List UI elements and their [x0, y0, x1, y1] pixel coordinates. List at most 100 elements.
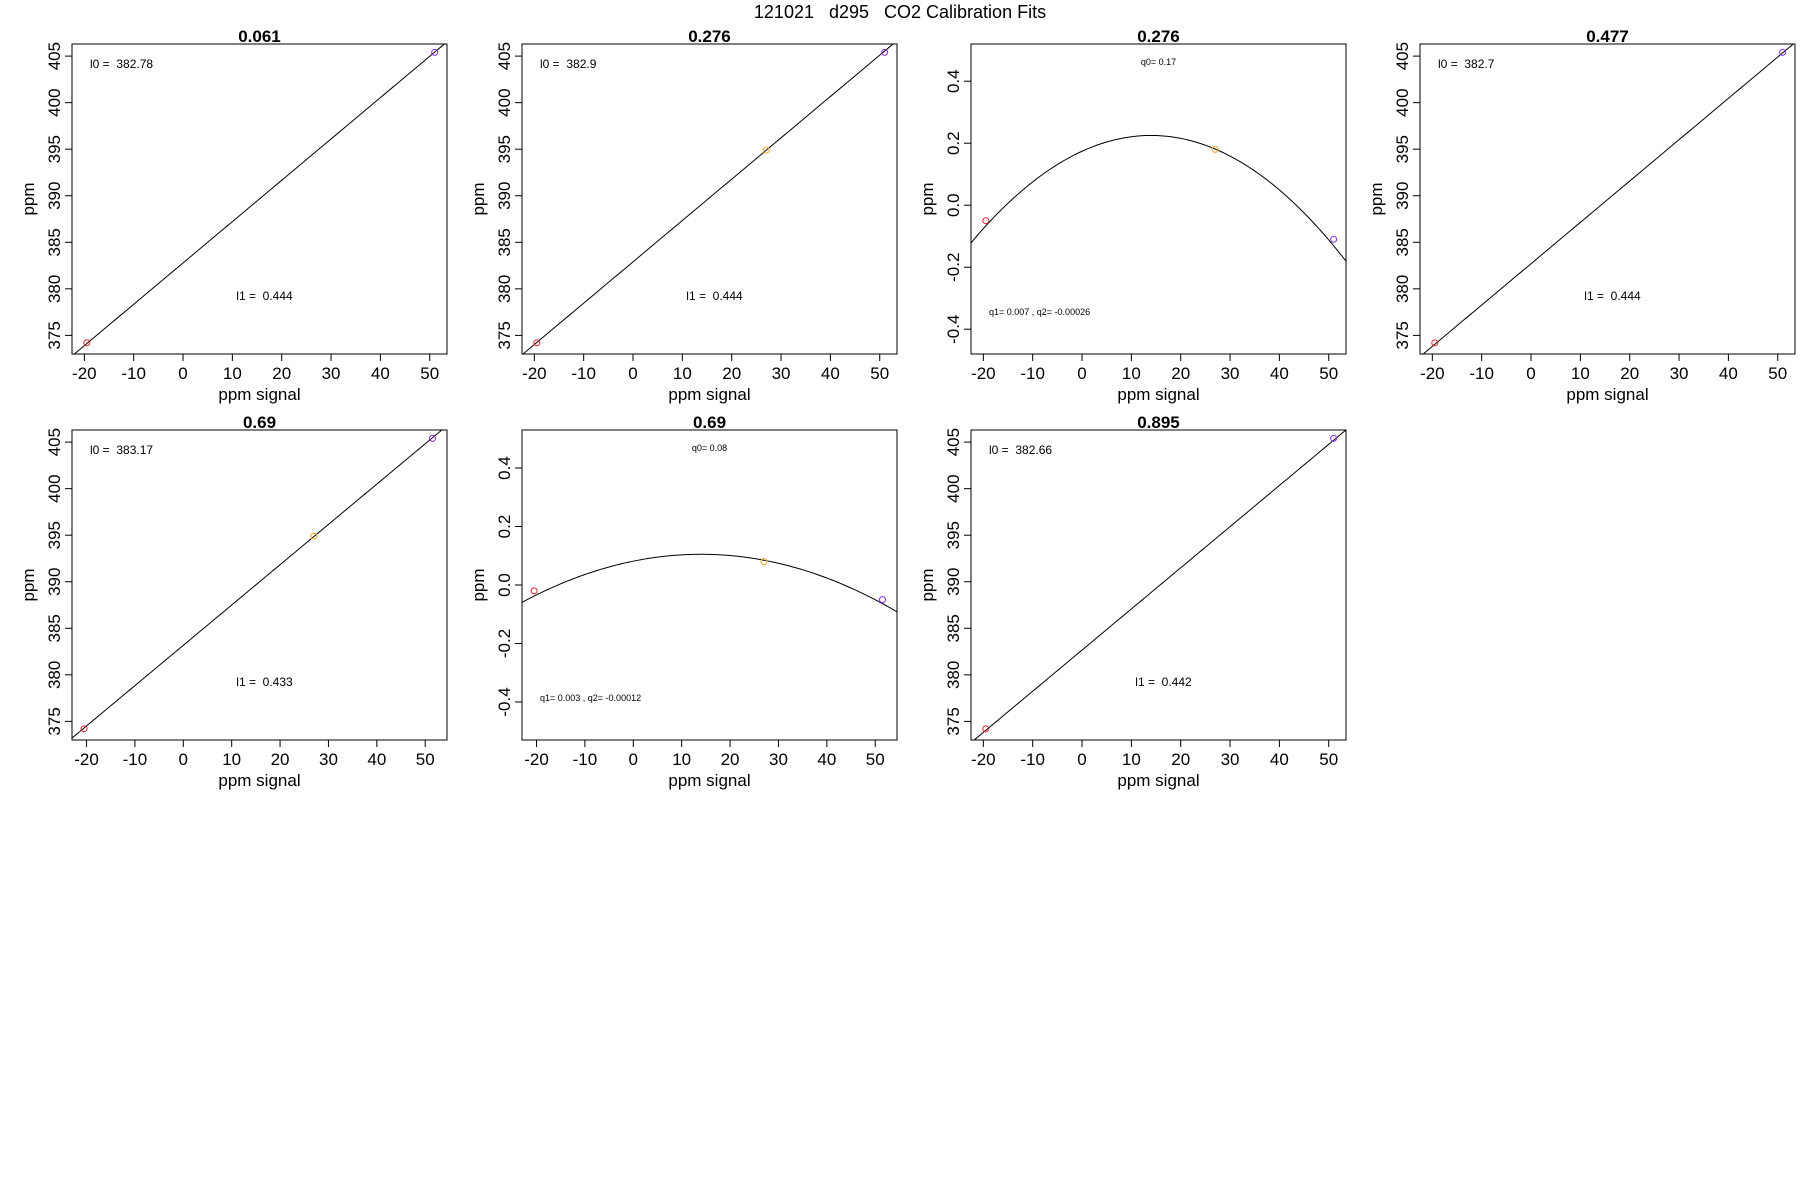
y-tick-label: 0.0 [495, 573, 514, 597]
y-tick-label: 375 [495, 321, 514, 349]
chart-panel-6: 0.69 -20 -10 0 10 20 30 40 50 -0.4 -0.2 0.0 0.2 0.4 pp… [469, 413, 898, 790]
data-point [310, 532, 318, 540]
y-axis-label: ppm [469, 182, 488, 215]
chart-panel-7: 0.895 -20 -10 0 10 20 30 40 50 375 380 385 390 395 400… [918, 413, 1347, 790]
x-tick-label: 30 [1221, 364, 1240, 383]
fit-line [973, 430, 1346, 740]
x-axis-label: ppm signal [668, 771, 750, 790]
fit-annotation: q0= 0.08 [692, 443, 727, 453]
y-tick-label: 0.0 [944, 193, 963, 217]
x-tick-label: 10 [1571, 364, 1590, 383]
x-tick-label: 50 [1319, 364, 1338, 383]
plot-frame [521, 43, 898, 355]
data-point [80, 725, 88, 733]
plot-frame [970, 429, 1347, 741]
x-tick-label: 50 [420, 364, 439, 383]
x-tick-label: 0 [1526, 364, 1535, 383]
y-tick-label: 385 [944, 614, 963, 642]
x-tick-label: -10 [121, 364, 146, 383]
fit-annotation: q1= 0.003 , q2= -0.00012 [540, 693, 641, 703]
data-point [1779, 48, 1787, 56]
y-tick-label: 405 [944, 428, 963, 456]
y-tick-label: -0.4 [944, 315, 963, 344]
plot-frame [970, 43, 1347, 355]
data-point [530, 587, 538, 595]
x-tick-label: -10 [571, 364, 596, 383]
fit-annotation: l1 = 0.444 [236, 289, 293, 303]
x-tick-label: 20 [1620, 364, 1639, 383]
fit-line [522, 553, 897, 613]
chart-panel-4: 0.477 -20 -10 0 10 20 30 40 50 375 380 385 390 395 400… [1367, 27, 1796, 404]
data-point [881, 48, 889, 56]
fit-line [73, 44, 446, 354]
y-tick-label: 395 [45, 521, 64, 549]
x-tick-label: 40 [1719, 364, 1738, 383]
data-point [428, 434, 436, 442]
y-tick-label: 375 [944, 707, 963, 735]
x-tick-label: 50 [416, 750, 435, 769]
x-tick-label: 30 [322, 364, 341, 383]
y-tick-label: 405 [1393, 42, 1412, 70]
chart-title: 0.69 [693, 413, 726, 432]
y-tick-label: -0.2 [495, 629, 514, 658]
y-tick-label: 400 [1393, 88, 1412, 116]
y-axis-label: ppm [19, 182, 38, 215]
data-point [533, 339, 541, 347]
fit-line [72, 430, 443, 739]
chart-panel-5: 0.69 -20 -10 0 10 20 30 40 50 375 380 385 390 395 400 4… [19, 413, 448, 790]
y-axis-label: ppm [918, 182, 937, 215]
x-tick-label: 20 [1171, 364, 1190, 383]
x-tick-label: 0 [1077, 750, 1086, 769]
y-tick-label: 405 [45, 42, 64, 70]
chart-title: 0.69 [243, 413, 276, 432]
x-tick-label: 30 [1670, 364, 1689, 383]
x-tick-label: -10 [1020, 750, 1045, 769]
chart-panel-1: 0.061 -20 -10 0 10 20 30 40 50 375 380 385 390 395 400… [19, 27, 448, 404]
x-axis-label: ppm signal [1117, 771, 1199, 790]
x-axis-label: ppm signal [1117, 385, 1199, 404]
y-axis-label: ppm [19, 568, 38, 601]
fit-annotation: l0 = 382.9 [540, 57, 597, 71]
y-tick-label: 380 [944, 661, 963, 689]
x-tick-label: 40 [1270, 750, 1289, 769]
y-tick-label: 400 [45, 474, 64, 502]
x-tick-label: 10 [672, 750, 691, 769]
y-tick-label: 385 [495, 228, 514, 256]
y-tick-label: 380 [1393, 275, 1412, 303]
fit-annotation: l0 = 382.78 [90, 57, 153, 71]
chart-panel-2: 0.276 -20 -10 0 10 20 30 40 50 375 380 385 390 395 400… [469, 27, 898, 404]
x-axis-label: ppm signal [1566, 385, 1648, 404]
data-point [1330, 235, 1338, 243]
y-tick-label: 0.2 [495, 515, 514, 539]
x-tick-label: 30 [319, 750, 338, 769]
x-tick-label: -10 [123, 750, 148, 769]
y-tick-label: 390 [45, 182, 64, 210]
fit-annotation: l1 = 0.444 [1584, 289, 1641, 303]
y-tick-label: 390 [1393, 182, 1412, 210]
y-tick-label: 380 [45, 661, 64, 689]
fit-annotation: q0= 0.17 [1141, 57, 1176, 67]
x-tick-label: 10 [223, 364, 242, 383]
data-point [878, 596, 886, 604]
x-tick-label: 0 [629, 750, 638, 769]
fit-annotation: l1 = 0.433 [236, 675, 293, 689]
y-tick-label: 385 [1393, 228, 1412, 256]
y-tick-label: -0.4 [495, 687, 514, 716]
x-tick-label: 50 [866, 750, 885, 769]
x-tick-label: -20 [1420, 364, 1445, 383]
plot-frame [71, 429, 448, 741]
x-tick-label: 30 [772, 364, 791, 383]
y-tick-label: 375 [1393, 321, 1412, 349]
fit-line [522, 44, 894, 354]
fit-annotation: l0 = 382.7 [1438, 57, 1495, 71]
chart-title: 0.895 [1137, 413, 1180, 432]
x-tick-label: -20 [74, 750, 99, 769]
y-tick-label: 380 [495, 275, 514, 303]
x-tick-label: 20 [1171, 750, 1190, 769]
chart-title: 0.276 [1137, 27, 1180, 46]
y-tick-label: 390 [495, 182, 514, 210]
chart-title: 0.276 [688, 27, 731, 46]
chart-title: 0.061 [238, 27, 281, 46]
y-tick-label: 400 [944, 474, 963, 502]
